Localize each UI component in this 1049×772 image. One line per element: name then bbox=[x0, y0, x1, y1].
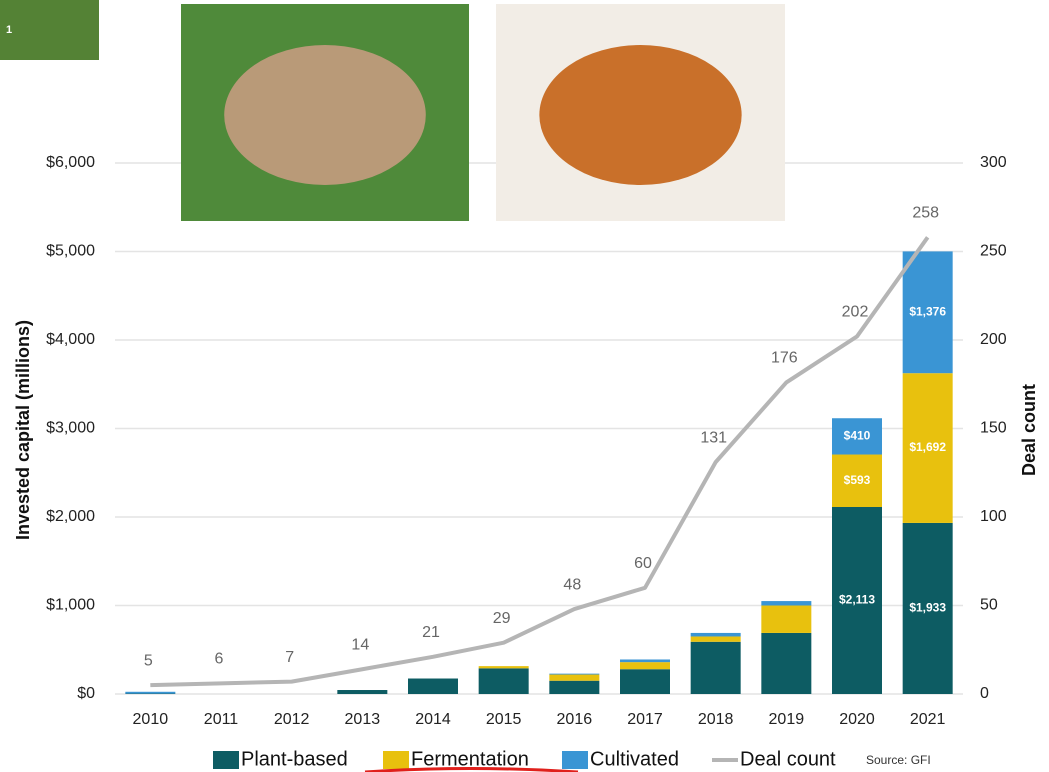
x-tick-label: 2010 bbox=[133, 711, 169, 728]
bar-segment bbox=[690, 641, 741, 694]
bar-segment bbox=[337, 690, 388, 694]
y-axis-title: Invested capital (millions) bbox=[13, 320, 33, 540]
y2-tick-label: 250 bbox=[980, 243, 1007, 260]
bar-segment bbox=[761, 605, 812, 633]
slide-badge bbox=[0, 0, 99, 60]
bar-segment bbox=[902, 251, 953, 374]
line-label: 176 bbox=[771, 350, 798, 367]
legend-key bbox=[213, 751, 239, 769]
value-label: $410 bbox=[844, 429, 871, 443]
bar-segment bbox=[761, 601, 812, 606]
x-tick-label: 2020 bbox=[839, 711, 875, 728]
bar-segment bbox=[549, 674, 600, 681]
legend-label: Fermentation bbox=[411, 748, 529, 770]
y-tick-label: $4,000 bbox=[46, 331, 95, 348]
x-tick-label: 2011 bbox=[204, 711, 239, 728]
bar-segment bbox=[125, 691, 176, 694]
y2-tick-label: 150 bbox=[980, 420, 1007, 437]
bar-segment bbox=[549, 673, 600, 675]
line-label: 258 bbox=[912, 205, 939, 222]
y-tick-label: $0 bbox=[77, 685, 95, 702]
bar-segment bbox=[549, 680, 600, 694]
deal-line bbox=[150, 236, 930, 688]
y2-tick-label: 300 bbox=[980, 154, 1007, 171]
photo-food bbox=[539, 45, 742, 185]
y-tick-label: $6,000 bbox=[46, 154, 95, 171]
bar-segment bbox=[408, 678, 458, 694]
bar-segment bbox=[478, 668, 529, 694]
line-label: 5 bbox=[144, 652, 153, 669]
bar-segment bbox=[761, 632, 812, 694]
y2-tick-label: 200 bbox=[980, 331, 1007, 348]
value-label: $1,933 bbox=[909, 601, 946, 615]
source: Source: GFI bbox=[866, 753, 931, 767]
value-label: $2,113 bbox=[839, 593, 875, 607]
line-label: 131 bbox=[700, 429, 727, 446]
photo-food bbox=[224, 45, 426, 185]
legend-key bbox=[562, 751, 588, 769]
slide-number: 1 bbox=[6, 24, 12, 36]
y-tick-label: $1,000 bbox=[46, 597, 95, 614]
value-label: $1,376 bbox=[909, 304, 946, 318]
y2-axis-title: Deal count bbox=[1019, 384, 1039, 476]
x-tick-label: 2019 bbox=[769, 711, 805, 728]
bar-segment bbox=[620, 659, 670, 663]
line-label: 60 bbox=[634, 555, 652, 572]
legend-key bbox=[383, 751, 409, 769]
bar-segment bbox=[902, 522, 953, 694]
line-label: 202 bbox=[842, 304, 869, 321]
x-tick-label: 2021 bbox=[910, 711, 946, 728]
bar-segment bbox=[478, 666, 529, 669]
y2-tick-label: 0 bbox=[980, 685, 989, 702]
y2-tick-label: 50 bbox=[980, 597, 998, 614]
bar-segment bbox=[832, 506, 882, 694]
bar-segment bbox=[690, 632, 741, 637]
line-label: 7 bbox=[285, 649, 294, 666]
y-tick-label: $3,000 bbox=[46, 420, 95, 437]
bar-segment bbox=[832, 454, 882, 507]
x-tick-label: 2015 bbox=[486, 711, 522, 728]
line-label: 6 bbox=[215, 651, 224, 668]
x-tick-label: 2016 bbox=[557, 711, 593, 728]
y-tick-label: $2,000 bbox=[46, 508, 95, 525]
value-label: $593 bbox=[844, 473, 871, 487]
legend-label: Deal count bbox=[740, 748, 836, 770]
bar-segment bbox=[832, 418, 882, 455]
legend-label: Plant-based bbox=[241, 748, 348, 770]
x-tick-label: 2012 bbox=[274, 711, 310, 728]
x-tick-label: 2018 bbox=[698, 711, 734, 728]
annotation-underline bbox=[364, 767, 579, 772]
x-tick-label: 2014 bbox=[415, 711, 451, 728]
line-label: 48 bbox=[563, 576, 581, 593]
x-tick-label: 2013 bbox=[345, 711, 381, 728]
line-label: 14 bbox=[351, 636, 369, 653]
line-label: 21 bbox=[422, 624, 440, 641]
bar-segment bbox=[620, 662, 670, 670]
y2-tick-label: 100 bbox=[980, 508, 1007, 525]
y-tick-label: $5,000 bbox=[46, 243, 95, 260]
bar-segment bbox=[690, 636, 741, 642]
bar-segment bbox=[620, 669, 670, 694]
legend-label: Cultivated bbox=[590, 748, 679, 770]
line-label: 29 bbox=[493, 610, 511, 627]
value-label: $1,692 bbox=[909, 440, 946, 454]
x-tick-label: 2017 bbox=[627, 711, 663, 728]
bar-segment bbox=[902, 373, 953, 523]
